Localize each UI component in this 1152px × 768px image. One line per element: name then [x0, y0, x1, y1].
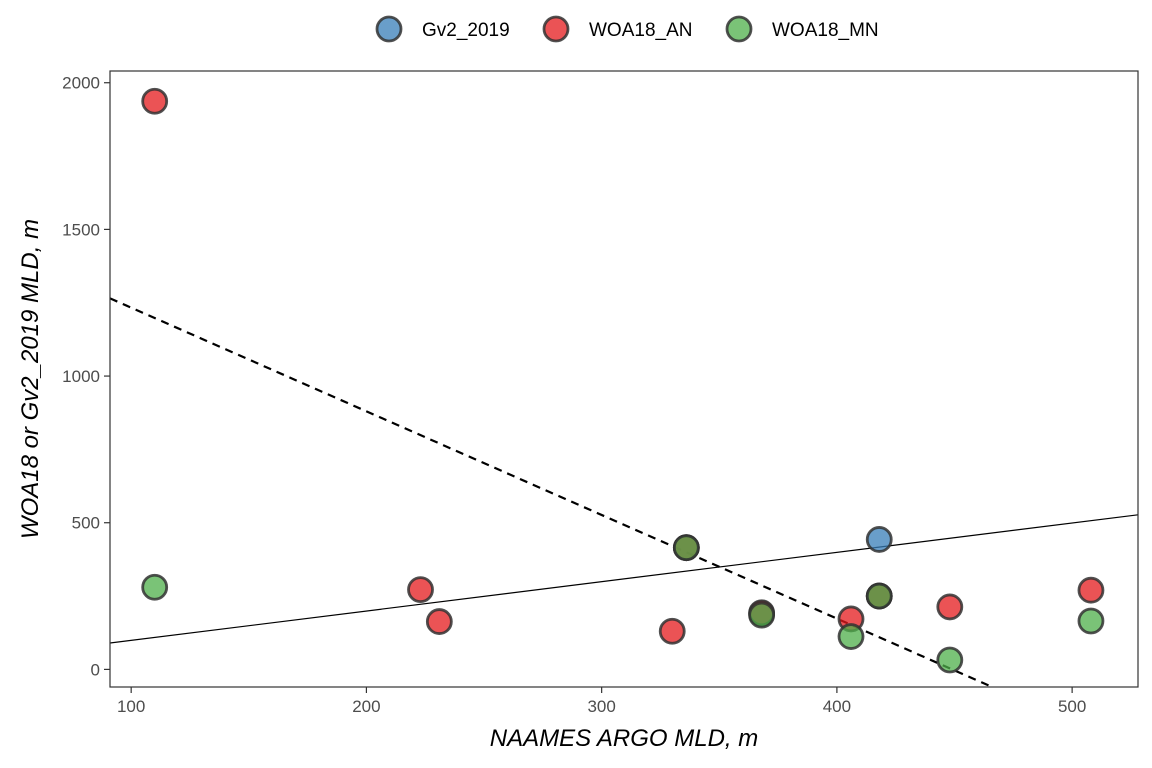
x-tick-label: 100 — [117, 697, 145, 716]
plot-border — [109, 70, 1139, 688]
point-woa18-mn — [672, 534, 700, 562]
plot-panel — [110, 71, 1138, 687]
y-axis-title: WOA18 or Gv2_2019 MLD, m — [17, 219, 44, 539]
point-woa18-an — [425, 608, 453, 635]
point-woa18-an — [141, 87, 169, 115]
point-woa18-an — [1077, 576, 1105, 604]
legend-label-woa18-mn: WOA18_MN — [772, 20, 879, 41]
legend-key-woa18-mn — [725, 15, 753, 43]
legend-key-gv2-2019 — [375, 15, 403, 43]
point-woa18-mn — [141, 573, 169, 601]
y-tick-label: 0 — [91, 660, 100, 679]
point-woa18-an — [936, 593, 964, 621]
x-tick-label: 400 — [823, 697, 851, 716]
x-axis: 100 200 300 400 500 — [117, 687, 1086, 716]
point-woa18-an — [658, 617, 686, 645]
legend-key-woa18-an — [542, 15, 570, 43]
y-tick-label: 2000 — [62, 74, 100, 93]
legend-label-woa18-an: WOA18_AN — [589, 20, 692, 41]
x-tick-label: 500 — [1058, 697, 1086, 716]
y-tick-label: 500 — [72, 514, 100, 533]
y-axis: 0 500 1000 1500 2000 — [62, 74, 110, 679]
point-gv2-2019 — [865, 526, 893, 553]
legend: Gv2_2019 WOA18_AN WOA18_MN — [375, 15, 879, 43]
point-woa18-mn — [936, 646, 964, 674]
legend-label-gv2-2019: Gv2_2019 — [422, 20, 510, 41]
point-woa18-mn — [748, 601, 776, 629]
solid-fit-line — [110, 514, 1138, 644]
point-woa18-an — [407, 576, 434, 604]
y-tick-label: 1500 — [62, 220, 100, 239]
point-woa18-mn — [865, 582, 893, 610]
data-points — [141, 87, 1105, 674]
point-woa18-mn — [1077, 607, 1105, 635]
x-tick-label: 200 — [352, 697, 380, 716]
x-axis-title: NAAMES ARGO MLD, m — [490, 725, 758, 752]
x-tick-label: 300 — [587, 697, 615, 716]
point-woa18-mn — [837, 623, 865, 650]
y-tick-label: 1000 — [62, 367, 100, 386]
